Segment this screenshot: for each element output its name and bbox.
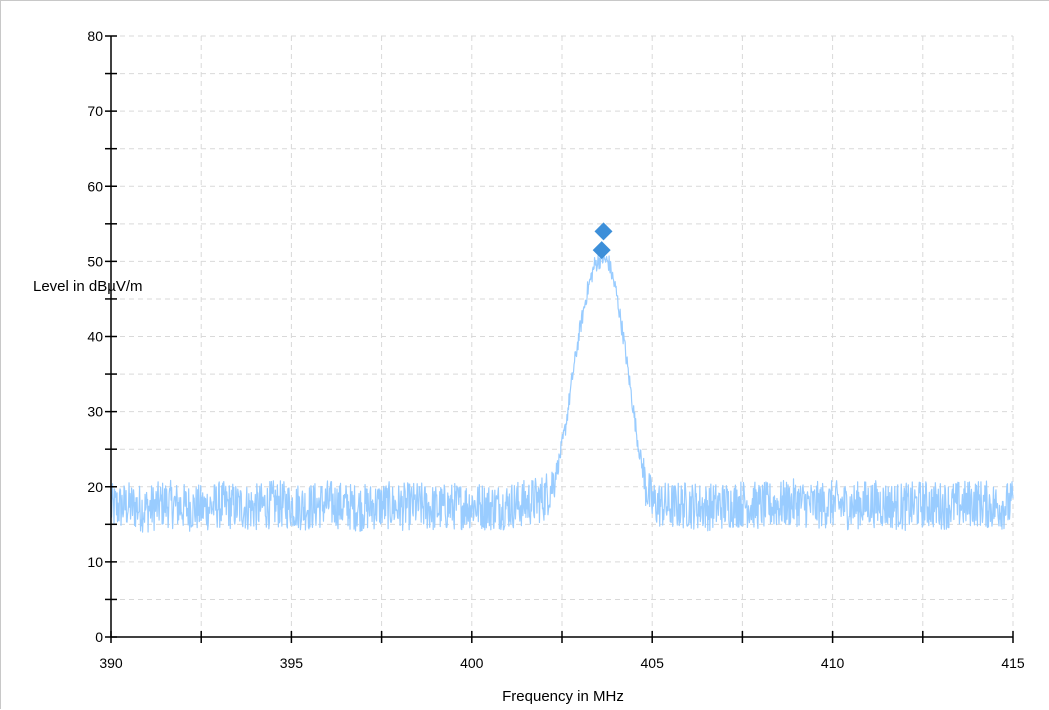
series-layer <box>110 250 1014 533</box>
axes <box>105 35 1014 643</box>
series-line-0 <box>110 250 1014 533</box>
y-tick-label: 40 <box>87 329 103 345</box>
y-tick-label: 30 <box>87 404 103 420</box>
peak-marker-0 <box>594 222 613 241</box>
y-tick-label: 10 <box>87 554 103 570</box>
y-tick-label: 80 <box>87 28 103 44</box>
y-tick-label: 60 <box>87 178 103 194</box>
peak-marker-1 <box>592 241 611 260</box>
grid-lines <box>110 35 1014 638</box>
y-tick-label: 0 <box>95 629 103 645</box>
y-axis-title: Level in dBµV/m <box>33 278 143 295</box>
x-tick-label: 400 <box>460 655 484 671</box>
x-tick-label: 395 <box>280 655 304 671</box>
tick-labels: 0 10 20 30 40 50 60 70 80 390 395 400 405 410 415 <box>87 28 1024 671</box>
y-tick-label: 20 <box>87 479 103 495</box>
marker-layer <box>592 222 613 260</box>
x-tick-label: 410 <box>821 655 845 671</box>
x-tick-label: 415 <box>1001 655 1025 671</box>
y-tick-label: 50 <box>87 253 103 269</box>
x-axis-title: Frequency in MHz <box>502 688 624 705</box>
y-tick-label: 70 <box>87 103 103 119</box>
x-tick-label: 390 <box>99 655 123 671</box>
x-tick-label: 405 <box>641 655 665 671</box>
